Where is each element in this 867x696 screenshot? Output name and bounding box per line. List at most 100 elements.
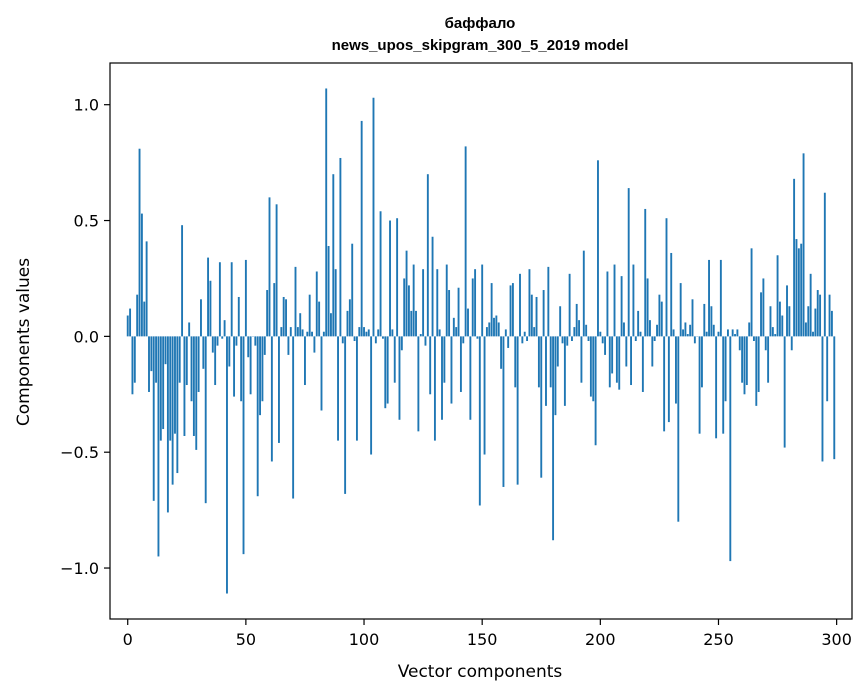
bar-236	[684, 322, 687, 337]
bar-148	[476, 336, 479, 339]
bar-82	[320, 336, 323, 411]
x-tick-label: 300	[821, 630, 852, 649]
bar-26	[188, 322, 191, 337]
x-axis-label: Vector components	[398, 662, 563, 682]
bar-11	[152, 336, 155, 501]
bar-270	[764, 336, 767, 351]
bar-171	[530, 294, 533, 337]
bar-249	[715, 336, 718, 439]
x-tick-label: 250	[703, 630, 734, 649]
bar-153	[488, 322, 491, 337]
bar-22	[178, 336, 181, 383]
bar-287	[804, 322, 807, 337]
bar-114	[396, 218, 399, 337]
bar-248	[712, 324, 715, 337]
bar-252	[722, 336, 725, 434]
bar-259	[738, 336, 741, 351]
bar-163	[511, 283, 514, 337]
bar-117	[403, 278, 406, 337]
bar-232	[675, 336, 677, 404]
bar-147	[474, 269, 477, 337]
bar-244	[703, 303, 706, 337]
bar-247	[710, 306, 713, 337]
bar-107	[379, 211, 382, 337]
bar-139	[455, 327, 458, 337]
bar-240	[693, 336, 696, 344]
bar-132	[438, 329, 441, 337]
bar-8	[145, 241, 148, 337]
bar-27	[190, 336, 193, 402]
bar-182	[556, 336, 559, 367]
bar-274	[774, 334, 777, 337]
bar-2	[131, 336, 134, 395]
bar-174	[537, 336, 540, 388]
bar-213	[630, 336, 632, 386]
bar-257	[734, 334, 736, 337]
bar-135	[445, 264, 448, 337]
bar-126	[424, 336, 427, 346]
bar-116	[400, 336, 403, 351]
bar-299	[833, 336, 836, 460]
bar-156	[495, 315, 498, 337]
bar-115	[398, 336, 401, 420]
bar-123	[417, 336, 420, 432]
bar-295	[823, 192, 826, 337]
bar-294	[821, 336, 824, 462]
bar-96	[353, 336, 356, 341]
bar-191	[578, 320, 581, 337]
bar-68	[287, 336, 290, 355]
bar-81	[318, 301, 321, 337]
bar-85	[327, 246, 330, 337]
bar-131	[436, 269, 439, 337]
bar-251	[719, 259, 722, 337]
bar-108	[381, 336, 384, 339]
bar-102	[367, 329, 370, 337]
bar-190	[575, 303, 578, 337]
bar-254	[726, 329, 729, 337]
bar-122	[415, 310, 417, 337]
bar-276	[778, 301, 781, 337]
bar-186	[566, 336, 569, 346]
bar-3	[133, 336, 136, 383]
bar-196	[589, 336, 592, 397]
bar-21	[176, 336, 179, 474]
bar-14	[159, 336, 162, 441]
bar-49	[242, 336, 245, 555]
bar-161	[507, 336, 510, 348]
bar-5	[138, 148, 141, 337]
bar-110	[386, 336, 389, 404]
bar-45	[233, 336, 236, 397]
bar-220	[646, 278, 649, 337]
bar-172	[533, 327, 536, 337]
bar-61	[270, 336, 273, 462]
bar-17	[166, 336, 169, 513]
bar-169	[526, 336, 529, 341]
bar-101	[365, 331, 368, 337]
y-tick-label: −1.0	[60, 559, 99, 578]
bar-177	[545, 336, 547, 406]
bar-146	[471, 278, 474, 337]
bar-183	[559, 306, 562, 337]
bar-216	[637, 310, 640, 337]
bar-6	[140, 213, 143, 337]
bar-157	[497, 322, 500, 337]
bar-204	[608, 336, 611, 388]
bar-238	[689, 324, 692, 337]
bar-121	[412, 264, 415, 337]
bar-260	[741, 336, 744, 383]
bar-24	[183, 336, 186, 436]
bar-151	[483, 336, 486, 455]
bar-222	[651, 336, 654, 367]
bar-118	[405, 250, 408, 337]
bar-32	[202, 336, 205, 369]
bar-137	[450, 336, 453, 404]
bar-145	[469, 336, 472, 420]
bar-184	[561, 336, 564, 344]
bar-83	[322, 331, 325, 337]
bar-98	[358, 327, 361, 337]
bar-167	[521, 336, 524, 344]
plot-frame	[109, 62, 853, 620]
bar-298	[830, 310, 833, 337]
bar-228	[665, 218, 668, 337]
